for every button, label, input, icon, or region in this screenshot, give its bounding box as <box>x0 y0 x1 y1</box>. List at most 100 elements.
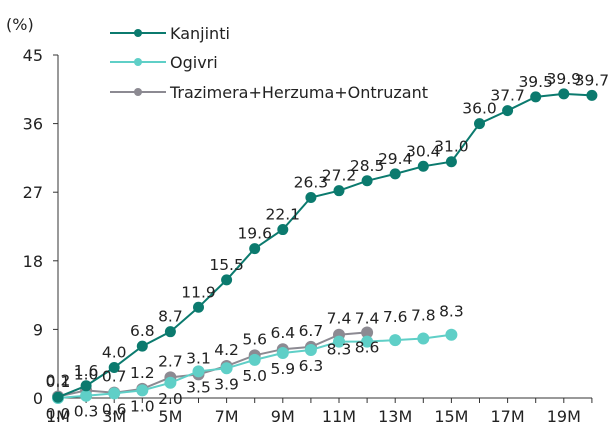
data-label: 0.2 <box>46 371 71 389</box>
data-point <box>333 185 345 197</box>
data-label: 22.1 <box>266 206 301 224</box>
series-line <box>57 92 592 399</box>
data-point <box>361 175 373 187</box>
data-label: 7.6 <box>383 308 408 326</box>
data-point <box>220 362 233 375</box>
data-label: 0.3 <box>74 403 99 421</box>
data-point <box>108 362 120 374</box>
data-label: 3.9 <box>214 375 239 393</box>
data-label: 3.1 <box>186 349 211 367</box>
y-axis: 0 9 18 27 36 45 <box>23 46 59 408</box>
data-point <box>136 384 149 397</box>
y-tick-label: 0 <box>33 389 43 408</box>
data-point <box>192 365 205 378</box>
data-point <box>164 376 177 389</box>
data-label: 8.3 <box>327 341 352 359</box>
data-label: 1.0 <box>130 397 155 415</box>
data-point <box>586 89 598 101</box>
data-label: 7.4 <box>355 310 380 328</box>
data-point <box>304 343 317 356</box>
x-tick-label: 13M <box>378 407 412 426</box>
data-point <box>276 347 289 360</box>
data-point <box>417 332 430 345</box>
data-point <box>445 156 457 168</box>
data-label: 4.2 <box>214 341 239 359</box>
data-label: 6.7 <box>299 322 324 340</box>
data-point <box>305 192 317 204</box>
data-point <box>417 160 429 172</box>
data-label: 2.0 <box>158 390 183 408</box>
data-point <box>80 380 92 392</box>
data-label: 0.1 <box>46 373 71 391</box>
data-label: 39.7 <box>575 71 610 89</box>
data-point <box>474 118 485 130</box>
data-label: 6.4 <box>270 324 295 342</box>
data-point <box>136 340 148 352</box>
data-point <box>108 387 121 400</box>
data-label: 8.6 <box>355 338 380 356</box>
legend-label: Kanjinti <box>170 24 230 43</box>
data-label: 37.7 <box>490 87 525 105</box>
data-point <box>445 328 458 341</box>
data-label: 0.7 <box>102 368 127 386</box>
y-tick-label: 9 <box>33 320 43 339</box>
data-point <box>389 334 402 347</box>
data-label: 27.2 <box>322 167 357 185</box>
data-point <box>530 91 542 103</box>
legend-swatch-marker <box>134 29 142 37</box>
data-point <box>502 105 514 117</box>
x-tick-label: 19M <box>547 407 581 426</box>
x-tick-label: 1M <box>46 407 70 426</box>
data-label: 6.3 <box>299 357 324 375</box>
legend-label: Ogivri <box>170 53 218 72</box>
x-tick-label: 9M <box>271 407 295 426</box>
data-label: 3.5 <box>186 378 211 396</box>
data-label: 36.0 <box>462 100 497 118</box>
data-label: 39.5 <box>518 73 553 91</box>
x-tick-label: 5M <box>158 407 182 426</box>
data-label: 5.6 <box>242 330 267 348</box>
series-layer <box>52 88 598 404</box>
data-point <box>361 326 374 339</box>
data-point <box>389 168 401 180</box>
data-label: 19.6 <box>237 225 272 243</box>
x-tick-label: 3M <box>102 407 126 426</box>
y-unit-label: (%) <box>6 15 34 34</box>
data-point <box>248 353 261 366</box>
data-label: 15.5 <box>209 256 244 274</box>
x-tick-label: 11M <box>322 407 356 426</box>
data-point <box>333 335 345 348</box>
data-label: 2.7 <box>158 352 183 370</box>
data-point <box>277 224 289 236</box>
y-tick-label: 27 <box>23 183 43 202</box>
data-point <box>361 335 374 348</box>
data-point <box>558 88 570 100</box>
legend-swatch-marker <box>134 88 142 96</box>
data-label: 5.0 <box>242 367 267 385</box>
data-labels: 0.11.64.06.88.711.915.519.622.126.327.22… <box>46 70 609 423</box>
data-label: 8.7 <box>158 308 183 326</box>
data-label: 26.3 <box>294 174 329 192</box>
data-point <box>221 274 233 286</box>
data-point <box>52 391 64 403</box>
legend-label: Trazimera+Herzuma+Ontruzant <box>169 83 428 102</box>
y-tick-label: 45 <box>23 46 43 65</box>
data-label: 5.9 <box>270 360 295 378</box>
data-point <box>193 301 204 313</box>
data-label: 7.4 <box>327 310 352 328</box>
x-tick-label: 15M <box>434 407 468 426</box>
x-tick-label: 17M <box>491 407 525 426</box>
data-label: 7.8 <box>411 307 436 325</box>
data-label: 1.6 <box>74 362 99 380</box>
x-tick-label: 7M <box>215 407 239 426</box>
data-point <box>80 389 93 402</box>
data-label: 1.2 <box>130 364 155 382</box>
data-label: 1.0 <box>74 365 99 383</box>
legend: Kanjinti Ogivri Trazimera+Herzuma+Ontruzan… <box>110 24 428 102</box>
data-label: 4.0 <box>102 344 127 362</box>
data-label: 28.5 <box>350 157 385 175</box>
data-label: 39.9 <box>547 70 582 88</box>
data-label: 29.4 <box>378 150 413 168</box>
data-label: 11.9 <box>181 283 216 301</box>
